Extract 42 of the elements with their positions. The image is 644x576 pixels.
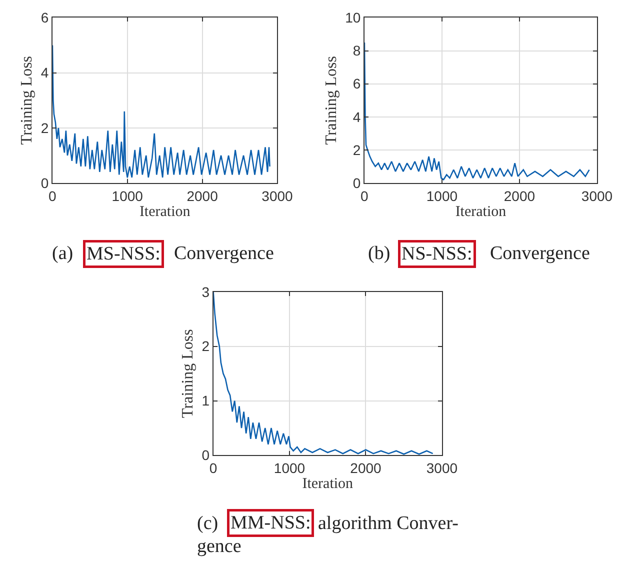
x-axis-title: Iteration bbox=[139, 204, 191, 220]
text: algorithm Conver- bbox=[318, 513, 459, 534]
y-axis-title: Training Loss bbox=[322, 56, 340, 145]
y-tick-label: 6 bbox=[40, 10, 49, 26]
text: (c) bbox=[197, 513, 218, 534]
text: (b) bbox=[368, 243, 390, 264]
y-tick-label: 2 bbox=[352, 142, 361, 158]
y-tick-label: 4 bbox=[40, 64, 49, 81]
y-axis-title: Training Loss bbox=[18, 56, 36, 145]
x-tick-label: 1000 bbox=[274, 460, 306, 476]
line-series bbox=[364, 42, 590, 180]
y-tick-label: 4 bbox=[352, 108, 361, 125]
y-tick-label: 0 bbox=[40, 174, 49, 191]
y-tick-label: 8 bbox=[352, 42, 361, 59]
text: (a) bbox=[52, 243, 74, 264]
text: NS-NSS: bbox=[402, 244, 472, 264]
y-tick-label: 0 bbox=[202, 447, 210, 464]
x-tick-label: 1000 bbox=[426, 188, 458, 204]
x-tick-label: 2000 bbox=[350, 460, 382, 476]
x-axis-title: Iteration bbox=[302, 476, 354, 492]
line-series bbox=[52, 44, 270, 178]
text: Convergence bbox=[490, 243, 590, 264]
x-tick-label: 2000 bbox=[504, 188, 536, 204]
y-tick-label: 10 bbox=[345, 10, 361, 26]
x-tick-label: 2000 bbox=[186, 188, 218, 204]
y-axis-title: Training Loss bbox=[180, 329, 197, 418]
y-tick-label: 2 bbox=[202, 338, 210, 354]
line-series bbox=[213, 292, 434, 455]
x-tick-label: 3000 bbox=[262, 188, 294, 204]
y-tick-label: 0 bbox=[352, 174, 361, 191]
y-tick-label: 2 bbox=[40, 120, 49, 136]
y-tick-label: 3 bbox=[202, 284, 210, 300]
x-axis-title: Iteration bbox=[455, 204, 507, 220]
text: MM-NSS: bbox=[230, 512, 311, 534]
y-tick-label: 1 bbox=[202, 392, 210, 409]
y-tick-label: 6 bbox=[352, 76, 361, 92]
x-tick-label: 3000 bbox=[426, 460, 458, 476]
x-tick-label: 1000 bbox=[112, 188, 144, 204]
text: Convergence bbox=[174, 243, 274, 264]
text: MS-NSS: bbox=[86, 244, 160, 264]
x-tick-label: 3000 bbox=[581, 188, 613, 204]
text: gence bbox=[197, 536, 242, 557]
